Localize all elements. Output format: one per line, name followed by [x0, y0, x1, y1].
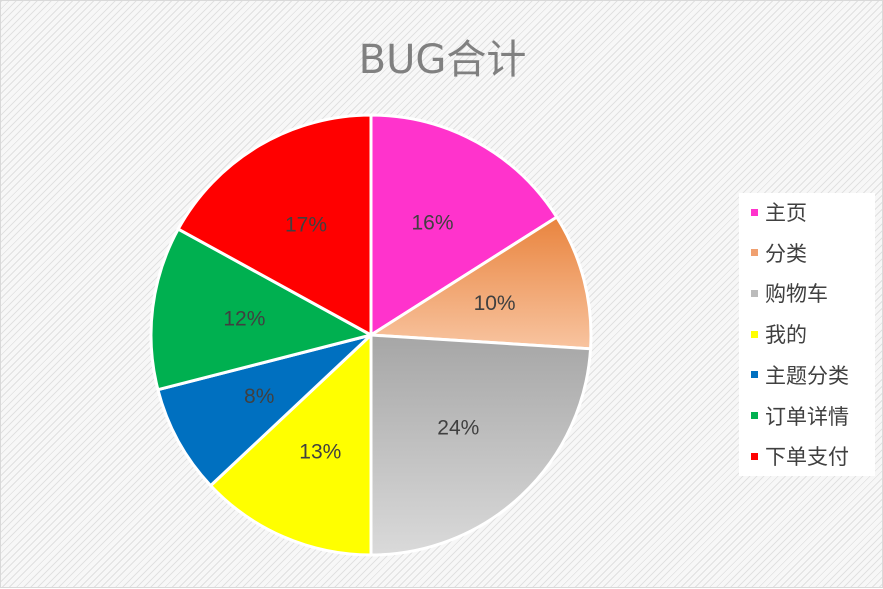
legend-swatch [751, 289, 758, 297]
chart-title: BUG合计 [358, 37, 527, 83]
data-label-3: 24% [437, 417, 479, 440]
legend-label: 主页 [765, 201, 807, 225]
legend-label: 订单详情 [765, 404, 849, 429]
pie-slice-6 [149, 227, 373, 392]
data-label-4: 13% [299, 441, 341, 464]
pie-slice-5 [156, 333, 373, 488]
pie-slice-7 [176, 113, 373, 337]
legend-item: 订单详情 [751, 401, 849, 431]
legend-label: 主题分类 [765, 363, 849, 388]
legend-item: 下单支付 [751, 441, 849, 471]
pie-slice-3 [369, 333, 593, 557]
legend-swatch [751, 208, 758, 216]
legend-swatch [751, 371, 758, 379]
legend-label: 购物车 [765, 282, 828, 307]
pie-slice-4 [209, 333, 373, 557]
legend: 主页分类购物车我的主题分类订单详情下单支付 [739, 193, 875, 476]
data-label-5: 8% [244, 385, 274, 408]
legend-item: 主题分类 [751, 360, 849, 390]
legend-item: 主页 [751, 197, 807, 227]
legend-item: 购物车 [751, 278, 828, 308]
legend-swatch [751, 452, 758, 460]
legend-item: 我的 [751, 319, 807, 349]
legend-label: 分类 [765, 241, 807, 266]
data-label-1: 16% [411, 212, 453, 235]
legend-swatch [751, 249, 758, 257]
legend-item: 分类 [751, 238, 807, 268]
data-label-2: 10% [474, 292, 516, 315]
legend-swatch [751, 412, 758, 419]
pie-slice-1 [369, 113, 559, 337]
legend-label: 下单支付 [765, 445, 849, 470]
data-label-7: 17% [285, 214, 327, 237]
pie-labels: 16% 10% 24% 13% 8% 12% 17% [223, 212, 515, 464]
legend-swatch [751, 330, 758, 338]
pie-slices [149, 113, 593, 557]
pie-slice-2 [369, 215, 593, 351]
data-label-6: 12% [223, 308, 265, 331]
legend-label: 我的 [765, 323, 807, 348]
